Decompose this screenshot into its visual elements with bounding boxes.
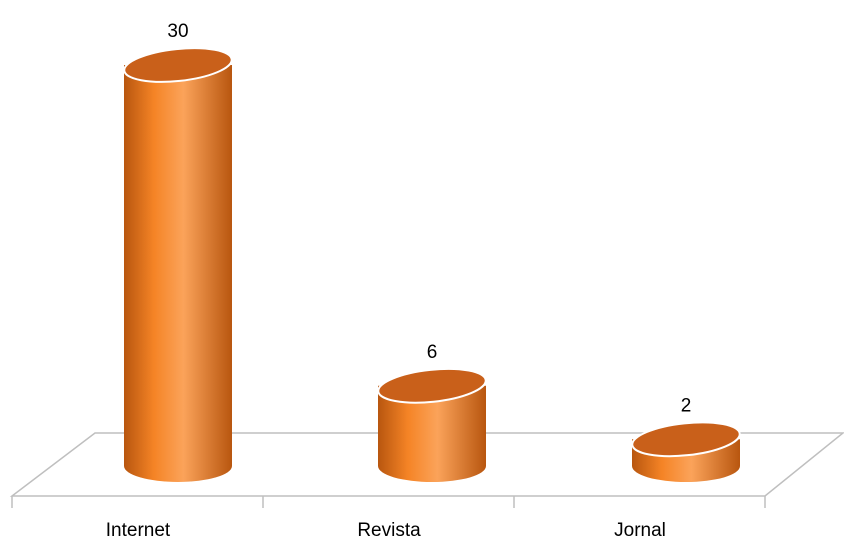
bar-jornal bbox=[631, 421, 741, 482]
bar-top bbox=[377, 367, 487, 404]
bars-layer: 30 6 2 bbox=[123, 21, 741, 482]
data-label-internet: 30 bbox=[167, 21, 188, 42]
bar-top bbox=[631, 421, 741, 458]
bar-internet bbox=[123, 47, 233, 482]
data-label-revista: 6 bbox=[427, 342, 438, 363]
bar-top bbox=[123, 47, 233, 83]
bar-revista bbox=[377, 367, 487, 482]
data-label-jornal: 2 bbox=[681, 395, 692, 416]
bar-body bbox=[124, 65, 232, 482]
x-tick-label-revista: Revista bbox=[357, 520, 421, 541]
bar-body bbox=[378, 385, 486, 482]
x-tick-label-internet: Internet bbox=[106, 520, 171, 541]
x-tick-label-jornal: Jornal bbox=[614, 520, 666, 541]
